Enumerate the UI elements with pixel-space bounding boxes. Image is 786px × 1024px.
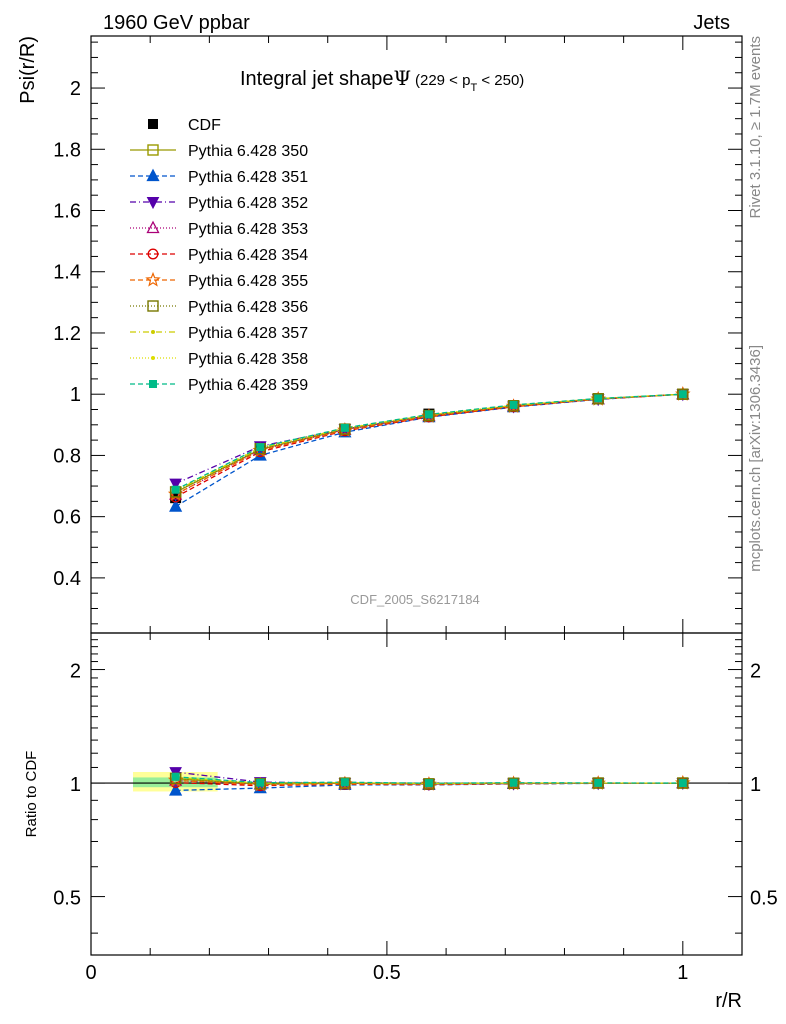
main-series-point-352 bbox=[169, 478, 182, 491]
legend-marker-357 bbox=[151, 330, 155, 334]
y-axis-label-ratio: Ratio to CDF bbox=[23, 751, 40, 838]
main-y-tick-label: 0.6 bbox=[53, 507, 81, 529]
main-series-line-352 bbox=[175, 393, 683, 485]
legend-label-355: Pythia 6.428 355 bbox=[188, 273, 308, 290]
x-tick-label: 0 bbox=[85, 962, 96, 984]
legend-marker-355 bbox=[145, 271, 161, 287]
legend-marker-354 bbox=[147, 248, 159, 260]
legend-label-cdf: CDF bbox=[188, 117, 221, 134]
legend-label-353: Pythia 6.428 353 bbox=[188, 221, 308, 238]
main-y-tick-label: 1.8 bbox=[53, 139, 81, 161]
ratio-y-tick-label-right: 1 bbox=[750, 774, 761, 796]
x-tick-label: 0.5 bbox=[373, 962, 401, 984]
ratio-series-point-359 bbox=[678, 779, 687, 788]
main-series-point-356 bbox=[592, 393, 604, 405]
main-series-point-359 bbox=[256, 443, 265, 452]
main-series-point-359 bbox=[509, 400, 518, 409]
main-series-point-359 bbox=[678, 390, 687, 399]
main-y-tick-label: 1 bbox=[70, 384, 81, 406]
ratio-series-point-356 bbox=[339, 777, 351, 789]
legend-marker-359 bbox=[149, 380, 157, 388]
legend-marker-353 bbox=[146, 220, 160, 234]
y-axis-label-main: Psi(r/R) bbox=[17, 36, 39, 104]
ratio-y-tick-label-right: 2 bbox=[750, 661, 761, 683]
main-y-tick-label: 1.2 bbox=[53, 323, 81, 345]
main-series-point-351 bbox=[169, 499, 183, 512]
rivet-version-label: Rivet 3.1.10, ≥ 1.7M events bbox=[747, 36, 764, 219]
ratio-y-tick-label: 2 bbox=[70, 661, 81, 683]
legend-label-354: Pythia 6.428 354 bbox=[188, 247, 308, 264]
main-series-point-359 bbox=[424, 410, 433, 419]
x-axis-label: r/R bbox=[715, 990, 742, 1012]
mcplots-label: mcplots.cern.ch [arXiv:1306.3436] bbox=[747, 345, 764, 572]
main-series-point-356 bbox=[677, 388, 689, 400]
legend-label-358: Pythia 6.428 358 bbox=[188, 351, 308, 368]
legend-marker-351 bbox=[146, 168, 160, 182]
legend-marker-356 bbox=[147, 300, 159, 312]
ratio-y-tick-label: 0.5 bbox=[53, 888, 81, 910]
main-series-point-359 bbox=[594, 394, 603, 403]
legend-label-356: Pythia 6.428 356 bbox=[188, 299, 308, 316]
analysis-id-label: CDF_2005_S6217184 bbox=[350, 592, 479, 607]
ratio-plot-frame bbox=[90, 632, 743, 956]
legend: CDF Pythia 6.428 350 Pythia 6.428 351 Pythi… bbox=[130, 117, 308, 394]
ratio-series-point-359 bbox=[594, 778, 603, 787]
legend-marker-358 bbox=[151, 356, 155, 360]
legend-label-352: Pythia 6.428 352 bbox=[188, 195, 308, 212]
legend-label-351: Pythia 6.428 351 bbox=[188, 169, 308, 186]
main-series-point-356 bbox=[507, 400, 520, 412]
legend-label-350: Pythia 6.428 350 bbox=[188, 143, 308, 160]
ratio-series-point-359 bbox=[340, 778, 349, 787]
ratio-series-point-356 bbox=[254, 778, 266, 790]
main-series-point-359 bbox=[340, 423, 349, 432]
ratio-series-point-356 bbox=[423, 778, 435, 790]
ratio-y-tick-label: 1 bbox=[70, 774, 81, 796]
main-series-point-359 bbox=[171, 485, 180, 494]
legend-marker-cdf bbox=[148, 119, 158, 129]
legend-marker-350 bbox=[147, 144, 159, 156]
ratio-series-point-356 bbox=[507, 777, 520, 789]
main-y-tick-label: 0.8 bbox=[53, 445, 81, 467]
main-y-tick-label: 2 bbox=[70, 78, 81, 100]
ratio-series-point-359 bbox=[509, 778, 518, 787]
ratio-series-point-356 bbox=[677, 777, 689, 789]
legend-marker-352 bbox=[146, 197, 160, 210]
ratio-y-tick-label-right: 0.5 bbox=[750, 888, 778, 910]
main-y-tick-label: 1.6 bbox=[53, 201, 81, 223]
main-y-tick-label: 0.4 bbox=[53, 568, 81, 590]
legend-label-359: Pythia 6.428 359 bbox=[188, 377, 308, 394]
x-tick-label: 1 bbox=[677, 962, 688, 984]
process-label: Jets bbox=[693, 12, 730, 34]
ratio-series-point-359 bbox=[171, 772, 180, 781]
ratio-series-point-359 bbox=[256, 778, 265, 787]
ratio-series-point-351 bbox=[169, 783, 183, 796]
main-y-tick-label: 1.4 bbox=[53, 262, 81, 284]
collision-label: 1960 GeV ppbar bbox=[103, 12, 250, 34]
ratio-uncertainty-band-inner bbox=[133, 777, 218, 788]
ratio-series-point-359 bbox=[424, 779, 433, 788]
legend-label-357: Pythia 6.428 357 bbox=[188, 325, 308, 342]
chart-title: Integral jet shapeΨ (229 < pT < 250) bbox=[240, 66, 524, 94]
main-series-line-359 bbox=[175, 393, 683, 491]
ratio-series-point-356 bbox=[592, 777, 604, 789]
